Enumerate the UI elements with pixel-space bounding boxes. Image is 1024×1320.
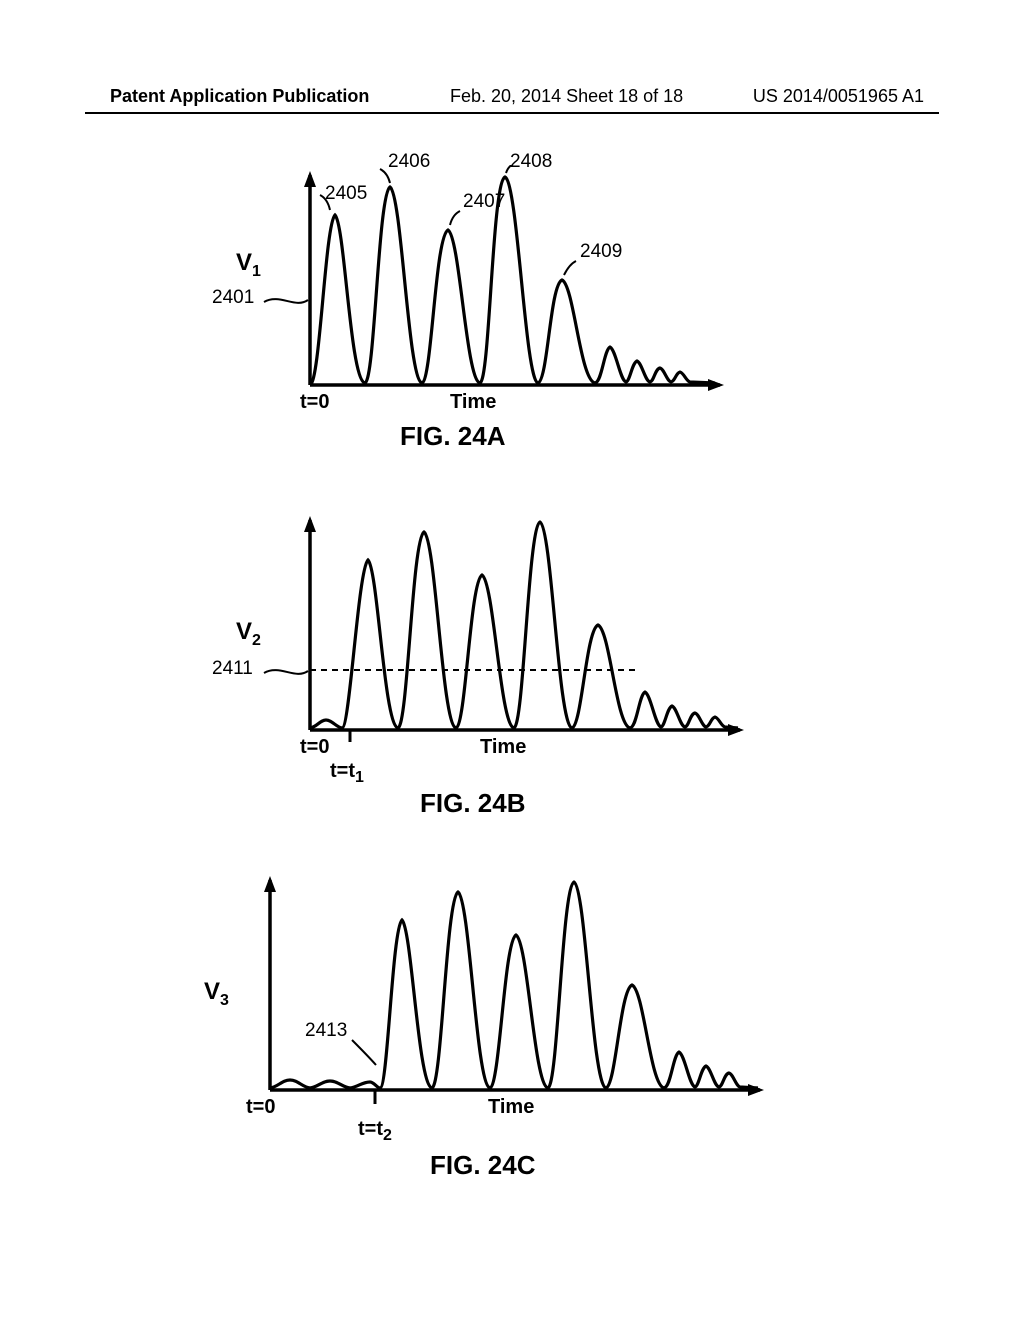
xlabel-24c: Time [488, 1096, 534, 1119]
caption-24b: FIG. 24B [420, 788, 525, 819]
ylabel-24b: V2 [236, 618, 261, 650]
header-rule [85, 112, 939, 114]
t1-24b: t=t1 [330, 760, 364, 787]
t0-24a: t=0 [300, 391, 329, 414]
header-mid: Feb. 20, 2014 Sheet 18 of 18 [450, 86, 683, 107]
ref-2408: 2408 [510, 151, 552, 173]
header-right: US 2014/0051965 A1 [753, 86, 924, 107]
ref-2413: 2413 [305, 1020, 347, 1042]
ref-2409: 2409 [580, 241, 622, 263]
ref-2405: 2405 [325, 183, 367, 205]
figure-24a: 2405 2406 2407 2408 2409 2401 V1 t=0 Tim… [250, 165, 750, 465]
ref-2407: 2407 [463, 191, 505, 213]
caption-24a: FIG. 24A [400, 421, 505, 452]
t2-24c: t=t2 [358, 1118, 392, 1145]
t0-24b: t=0 [300, 736, 329, 759]
ylabel-24c: V3 [204, 978, 229, 1010]
chart-24b [250, 510, 770, 770]
caption-24c: FIG. 24C [430, 1150, 535, 1181]
ref-2411: 2411 [212, 658, 253, 680]
figure-24c: 2413 V3 t=0 t=t2 Time FIG. 24C [210, 870, 790, 1200]
ref-2406: 2406 [388, 151, 430, 173]
t0-24c: t=0 [246, 1096, 275, 1119]
xlabel-24a: Time [450, 391, 496, 414]
chart-24c [210, 870, 790, 1130]
header-left: Patent Application Publication [110, 86, 369, 107]
ylabel-24a: V1 [236, 249, 261, 281]
ref-2401: 2401 [212, 287, 254, 309]
xlabel-24b: Time [480, 736, 526, 759]
figure-24b: 2411 V2 t=0 t=t1 Time FIG. 24B [250, 510, 770, 830]
